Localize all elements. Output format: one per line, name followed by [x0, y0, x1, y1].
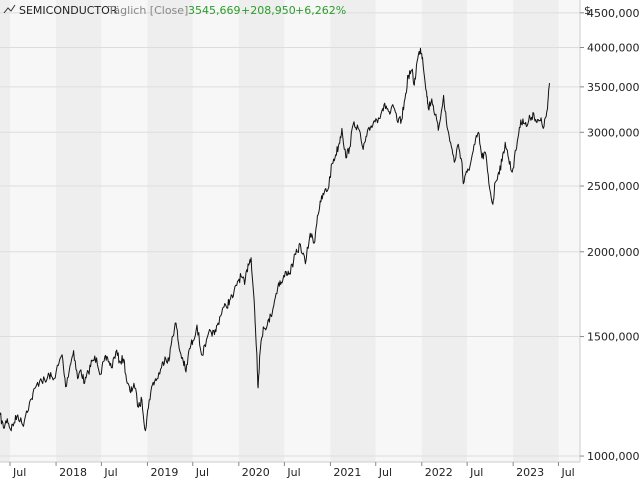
- last-value: 3545,669: [188, 4, 241, 17]
- year-band: [375, 0, 422, 462]
- y-tick-label: 4000,000: [587, 42, 640, 55]
- line-chart-icon: [3, 4, 16, 14]
- year-bands: [0, 0, 580, 462]
- y-tick-label: 1000,000: [587, 450, 640, 463]
- year-band: [56, 0, 102, 462]
- x-tick-labels: Jul 2018 Jul 2019 Jul 2020 Jul 2021 Jul 2022 Jul 20…: [9, 462, 575, 479]
- year-band: [10, 0, 57, 462]
- year-band: [513, 0, 559, 462]
- x-tick-label: 2021: [333, 466, 361, 479]
- year-band: [0, 0, 11, 462]
- y-unit-label: $: [584, 4, 591, 17]
- frequency-label: Täglich [Close]: [107, 4, 188, 17]
- chart-header: SEMICONDUCTOR Täglich [Close] 3545,669 +…: [3, 4, 346, 17]
- change-percent: +6,262%: [295, 4, 346, 17]
- year-band: [421, 0, 468, 462]
- x-tick-label: Jul: [469, 466, 483, 479]
- y-tick-label: 1500,000: [587, 331, 640, 344]
- year-band: [147, 0, 193, 462]
- y-gridlines: [0, 12, 580, 457]
- x-tick-label: Jul: [12, 466, 26, 479]
- x-tick-label: 2019: [150, 466, 178, 479]
- year-band: [330, 0, 376, 462]
- x-tick-label: Jul: [103, 466, 117, 479]
- x-tick-label: Jul: [195, 466, 209, 479]
- year-band: [467, 0, 514, 462]
- x-tick-label: Jul: [286, 466, 300, 479]
- y-tick-label: 2000,000: [587, 246, 640, 259]
- year-band: [284, 0, 331, 462]
- year-band: [101, 0, 148, 462]
- x-tick-label: Jul: [560, 466, 574, 479]
- year-band: [192, 0, 239, 462]
- x-tick-label: 2023: [516, 466, 544, 479]
- price-line-series: [0, 47, 550, 432]
- x-tick-label: 2018: [59, 466, 87, 479]
- x-tick-label: Jul: [378, 466, 392, 479]
- y-tick-labels: 1000,000 1500,000 2000,000 2500,000 3000,000…: [580, 7, 640, 463]
- year-band: [558, 0, 580, 462]
- x-tick-label: 2020: [242, 466, 270, 479]
- y-tick-label: 3000,000: [587, 126, 640, 139]
- y-tick-label: 2500,000: [587, 180, 640, 193]
- y-tick-label: 3500,000: [587, 81, 640, 94]
- change-value: +208,950: [241, 4, 296, 17]
- symbol-name: SEMICONDUCTOR: [19, 4, 118, 17]
- y-tick-label: 4500,000: [587, 7, 640, 20]
- x-tick-label: 2022: [425, 466, 453, 479]
- year-band: [238, 0, 285, 462]
